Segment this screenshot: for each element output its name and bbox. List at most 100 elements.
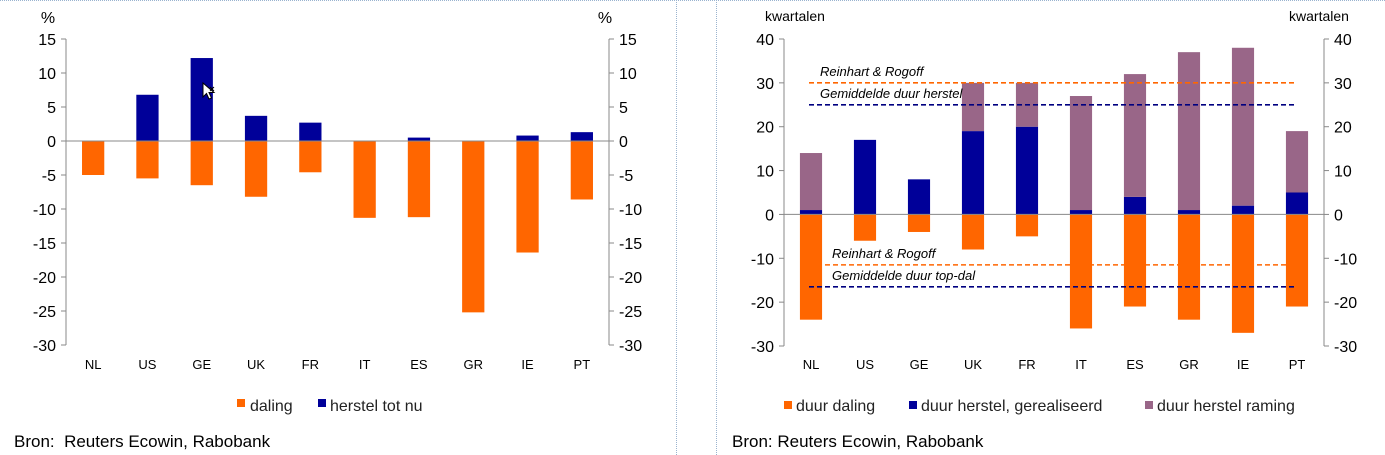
left-chart: % % 15 15 10 10 5 5 0 0 -5 -5 -10 -10 -15 -15 -20 -20 -2… (33, 10, 642, 415)
source-note: Bron: Reuters Ecowin, Rabobank (14, 432, 271, 451)
category-label-uk: UK (247, 357, 265, 372)
reference-label-gemiddelde-duur-herstel-1: Gemiddelde duur herstel (820, 86, 963, 101)
bar-duur-herstel-gerealiseerd-pt (1285, 192, 1309, 215)
legend-label-herstel-tot-nu: herstel tot nu (330, 398, 423, 415)
bar-duur-herstel-gerealiseerd-gr (1177, 210, 1201, 215)
right-axis-unit: kwartalen (1289, 8, 1349, 24)
y-tick-label-right: -10 (619, 202, 642, 219)
y-tick-label-right: 40 (1334, 32, 1352, 49)
category-label-es: ES (1126, 357, 1144, 372)
category-label-uk: UK (964, 357, 982, 372)
bar-duur-herstel-raming-gr (1177, 52, 1201, 211)
bar-duur-daling-uk (961, 214, 985, 250)
category-label-it: IT (1075, 357, 1087, 372)
bar-duur-herstel-gerealiseerd-fr (1015, 126, 1039, 215)
bar-duur-herstel-gerealiseerd-es (1123, 196, 1147, 215)
left-chart-panel: % % 15 15 10 10 5 5 0 0 -5 -5 -10 -10 -15 -15 -20 -20 -2… (0, 0, 676, 455)
y-tick-label-left: 10 (38, 66, 56, 83)
y-tick-label-left: 30 (756, 76, 774, 93)
y-tick-label-left: -10 (751, 251, 774, 268)
y-tick-label-right: 10 (1334, 164, 1352, 181)
category-label-us: US (856, 357, 874, 372)
y-tick-label-right: -30 (619, 338, 642, 355)
reference-label-reinhart-rogoff-2: Reinhart & Rogoff (832, 246, 937, 261)
bar-duur-daling-es (1123, 214, 1147, 307)
bar-duur-herstel-raming-nl (799, 153, 823, 211)
bar-duur-herstel-gerealiseerd-us (853, 139, 877, 215)
bar-duur-herstel-raming-uk (961, 82, 985, 132)
y-tick-label-left: -5 (42, 168, 56, 185)
category-label-fr: FR (302, 357, 319, 372)
right-chart-panel: kwartalen kwartalen Reinhart & Rogoff Gem… (716, 0, 1385, 455)
bar-daling-fr (299, 141, 322, 173)
y-tick-label-right: -20 (1334, 295, 1357, 312)
legend-swatch-duur-herstel-raming (1145, 401, 1153, 409)
category-label-gr: GR (1179, 357, 1199, 372)
bar-duur-herstel-gerealiseerd-nl (799, 210, 823, 215)
bar-duur-herstel-raming-pt (1285, 131, 1309, 193)
y-tick-label-right: 0 (1334, 207, 1343, 224)
y-tick-label-right: 0 (619, 134, 628, 151)
category-label-nl: NL (85, 357, 102, 372)
category-label-pt: PT (574, 357, 591, 372)
bar-herstel-tot-nu-uk (244, 115, 268, 141)
bar-duur-daling-fr (1015, 214, 1039, 237)
y-tick-label-left: 15 (38, 32, 56, 49)
y-tick-label-right: 10 (619, 66, 637, 83)
bar-herstel-tot-nu-pt (570, 132, 593, 141)
y-tick-label-left: -15 (33, 236, 56, 253)
y-tick-label-right: -15 (619, 236, 642, 253)
y-tick-label-right: -30 (1334, 339, 1357, 356)
bar-daling-us (136, 141, 159, 179)
legend-label-duur-daling: duur daling (796, 398, 875, 415)
category-label-fr: FR (1018, 357, 1035, 372)
category-label-gr: GR (464, 357, 484, 372)
category-label-nl: NL (803, 357, 820, 372)
legend-swatch-duur-daling (784, 401, 792, 409)
bar-duur-daling-ge (907, 214, 931, 232)
y-tick-label-left: 0 (765, 207, 774, 224)
category-label-es: ES (410, 357, 428, 372)
y-tick-label-left: -25 (33, 304, 56, 321)
category-label-ie: IE (1237, 357, 1250, 372)
y-tick-label-left: 10 (756, 164, 774, 181)
y-tick-label-left: 5 (47, 100, 56, 117)
bar-duur-herstel-raming-ie (1231, 47, 1255, 206)
y-tick-label-right: 20 (1334, 120, 1352, 137)
legend-label-duur-herstel-gerealiseerd: duur herstel, gerealiseerd (921, 398, 1102, 415)
y-tick-label-left: -30 (33, 338, 56, 355)
y-tick-label-right: 15 (619, 32, 637, 49)
bar-duur-herstel-gerealiseerd-it (1069, 210, 1093, 215)
bar-duur-daling-gr (1177, 214, 1201, 320)
bar-daling-it (353, 141, 376, 218)
bar-herstel-tot-nu-ie (516, 135, 539, 141)
mouse-cursor-icon (202, 81, 216, 100)
bar-daling-gr (462, 141, 485, 313)
bar-herstel-tot-nu-ge (190, 58, 213, 141)
bar-duur-daling-ie (1231, 214, 1255, 333)
bar-duur-daling-us (853, 214, 877, 241)
right-axis-unit: % (598, 10, 612, 27)
panel-divider-left (676, 0, 677, 455)
y-tick-label-left: -20 (33, 270, 56, 287)
legend-label-duur-herstel-raming: duur herstel raming (1157, 398, 1295, 415)
reference-label-gemiddelde-duur-top-dal-3: Gemiddelde duur top-dal (832, 268, 976, 283)
y-tick-label-left: -30 (751, 339, 774, 356)
y-tick-label-left: 0 (47, 134, 56, 151)
category-label-pt: PT (1289, 357, 1306, 372)
category-label-ie: IE (521, 357, 534, 372)
left-axis-unit: kwartalen (765, 8, 825, 24)
right-chart: kwartalen kwartalen Reinhart & Rogoff Gem… (751, 8, 1357, 415)
y-tick-label-left: -10 (33, 202, 56, 219)
legend-swatch-daling (237, 399, 245, 407)
left-axis-unit: % (41, 10, 55, 27)
bar-duur-herstel-gerealiseerd-ie (1231, 205, 1255, 215)
bar-duur-daling-nl (799, 214, 823, 320)
legend-label-daling: daling (250, 398, 293, 415)
bar-daling-ie (516, 141, 539, 253)
category-label-it: IT (359, 357, 371, 372)
legend-swatch-herstel-tot-nu (318, 399, 326, 407)
category-label-ge: GE (910, 357, 929, 372)
y-tick-label-right: -20 (619, 270, 642, 287)
bar-duur-daling-it (1069, 214, 1093, 329)
